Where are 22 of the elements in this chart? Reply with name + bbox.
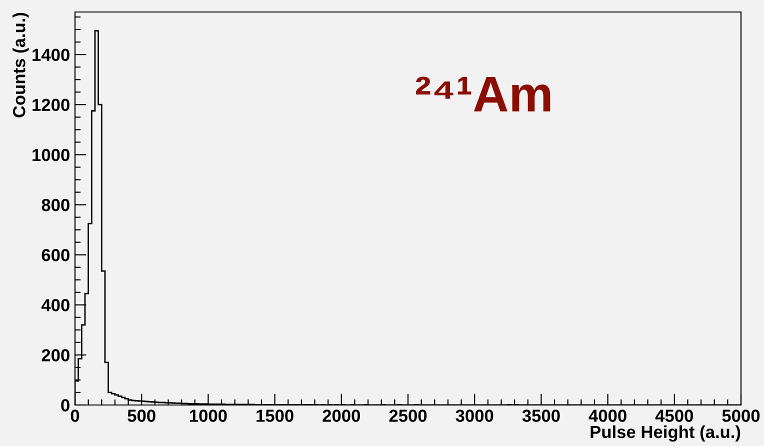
x-tick-label: 500	[128, 410, 156, 422]
x-tick-label: 5000	[722, 410, 760, 422]
y-tick-label: 1000	[32, 148, 70, 162]
y-tick-label: 400	[41, 299, 70, 312]
annotation: ²⁴¹Am	[416, 76, 550, 112]
y-tick-label: 800	[42, 198, 70, 212]
x-tick-label: 2000	[322, 410, 360, 422]
x-tick-label: 4000	[588, 410, 626, 422]
y-tick-label: 600	[42, 248, 70, 262]
x-tick-label: 3500	[522, 410, 560, 422]
x-axis-title: Pulse Height (a.u.)	[590, 425, 740, 442]
y-axis-title: Counts (a.u.)	[12, 12, 29, 118]
x-tick-label: 0	[70, 410, 80, 422]
x-tick-label: 4500	[655, 410, 693, 422]
y-tick-label: 0	[61, 399, 70, 412]
y-tick-label: 1200	[32, 98, 70, 112]
x-tick-label: 3000	[456, 410, 494, 422]
y-tick-label: 200	[42, 349, 70, 362]
x-tick-label: 2500	[389, 410, 427, 422]
x-tick-label: 1000	[190, 410, 227, 422]
y-tick-label: 1400	[32, 48, 70, 62]
x-tick-label: 1500	[256, 410, 294, 422]
